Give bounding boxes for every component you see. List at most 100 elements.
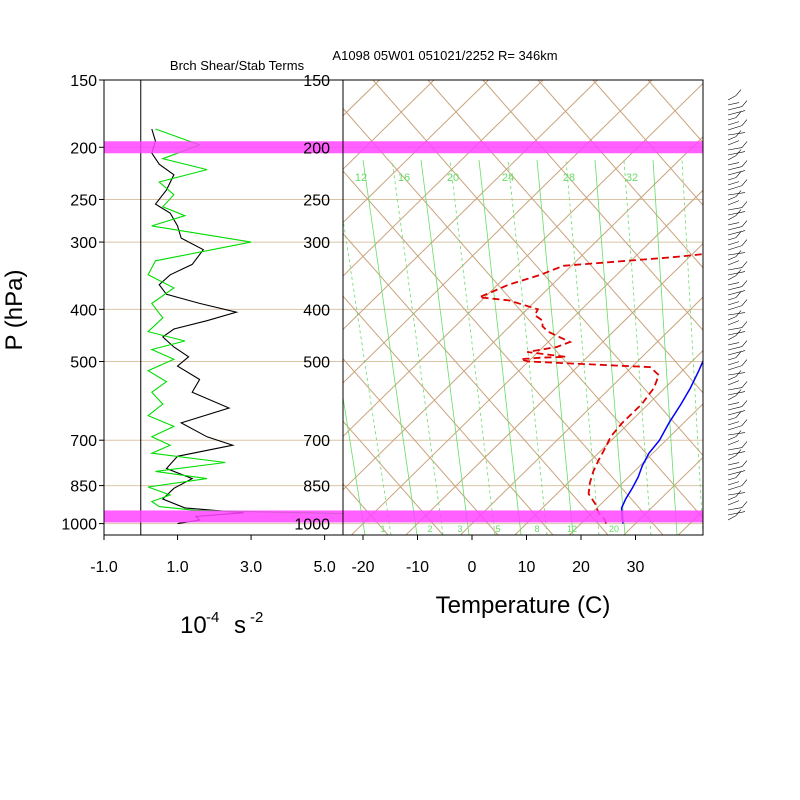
wind-barb-staff	[727, 417, 737, 421]
wind-barb-staff	[727, 271, 746, 276]
wind-barb-staff	[727, 316, 737, 321]
temp-x-tick-label: -20	[351, 559, 374, 576]
isotherm	[343, 80, 653, 384]
wind-barb-flag	[741, 220, 748, 227]
mixing-ratio-line	[449, 159, 496, 535]
wind-barb-staff	[727, 372, 746, 376]
dry-adiabat	[537, 80, 703, 269]
isotherm	[623, 456, 703, 535]
wind-barb-staff	[727, 312, 746, 316]
wind-barb-staff	[727, 447, 743, 451]
mixing-ratio-label: 20	[447, 172, 459, 184]
mixing-ratio-label: 28	[563, 172, 575, 184]
left-y-tick-label: 250	[70, 192, 97, 209]
wind-barb-staff	[727, 106, 743, 111]
wind-barb-flag	[741, 280, 748, 287]
wind-barb-flag	[735, 310, 742, 317]
dry-adiabat	[343, 420, 444, 535]
wind-barb-staff	[727, 297, 737, 301]
left-x-axis-label-base: 10	[180, 612, 207, 639]
wind-barb-staff	[727, 391, 746, 396]
dry-adiabat	[343, 295, 554, 535]
wind-barb-staff	[727, 492, 746, 496]
right-y-tick-label: 250	[303, 192, 330, 209]
wind-barb-staff	[727, 350, 746, 356]
wind-barb-flag	[735, 449, 742, 456]
wind-barb-staff	[727, 237, 737, 241]
wind-barb-staff	[727, 185, 743, 191]
wind-barb-staff	[727, 211, 746, 216]
isotherm	[733, 80, 800, 535]
wind-barb-staff	[727, 301, 740, 306]
wind-barb-flag	[735, 490, 742, 497]
temperature-profile	[620, 359, 703, 524]
right-y-tick-label: 500	[303, 355, 330, 372]
wind-barb-staff	[727, 267, 743, 271]
wind-barb-staff	[727, 290, 746, 296]
wind-barb-staff	[727, 230, 746, 236]
wind-barb-staff	[727, 140, 740, 146]
mixing-ratio-line	[343, 394, 366, 535]
wind-barb-staff	[727, 222, 740, 226]
left-x-tick-label: 1.0	[166, 559, 188, 576]
wind-barb-flag	[741, 340, 748, 347]
wind-barb-flag	[735, 351, 742, 358]
wind-barb-flag	[735, 389, 742, 396]
wind-barb-staff	[727, 357, 737, 361]
skewt-panel-frame	[342, 79, 704, 536]
wind-barb-staff	[727, 342, 740, 346]
mixing-ratio-line	[652, 159, 678, 535]
mixing-ratio-label: 12	[355, 172, 367, 184]
isotherm	[343, 136, 703, 491]
wind-barb-flag	[741, 501, 748, 508]
wind-barb-staff	[727, 406, 743, 411]
wind-barb-staff	[727, 327, 743, 331]
left-y-tick-label: 1000	[61, 517, 97, 534]
wind-barb-flag	[741, 100, 748, 107]
left-plot-area	[104, 80, 343, 535]
mixing-ratio-line	[420, 159, 470, 535]
wind-barb-staff	[727, 395, 737, 401]
wind-barb-flag	[735, 171, 742, 178]
wind-barb-staff	[727, 147, 743, 151]
wind-barb-flag	[741, 479, 748, 486]
wind-barb-staff	[727, 252, 746, 256]
wind-barbs	[727, 89, 748, 521]
wind-barb-staff	[727, 346, 743, 351]
wind-barb-flag	[741, 141, 748, 148]
mixing-ratio-line	[623, 159, 652, 535]
wind-barb-staff	[727, 95, 737, 101]
mixing-ratio-line	[478, 159, 522, 535]
highlight-band-970	[104, 510, 703, 523]
left-x-tick-label: 5.0	[313, 559, 335, 576]
wind-barb-staff	[727, 245, 743, 251]
chart-title: A1098 05W01 051021/2252 R= 346km	[332, 48, 557, 63]
isotherm	[460, 296, 703, 535]
wind-barb-flag	[735, 231, 742, 238]
wind-barb-staff	[727, 305, 743, 311]
wind-barb-staff	[727, 365, 743, 371]
wind-barb-staff	[727, 241, 740, 246]
wind-barb-flag	[735, 89, 742, 96]
wind-barb-flag	[741, 321, 748, 328]
temp-x-tick-label: 20	[572, 559, 590, 576]
wind-barb-staff	[727, 155, 737, 161]
wind-barb-staff	[727, 166, 743, 171]
stability-term-line	[146, 128, 343, 515]
wind-barb-staff	[727, 425, 743, 431]
right-y-tick-label: 200	[303, 140, 330, 157]
wind-barb-flag	[735, 329, 742, 336]
right-y-tick-label: 400	[303, 302, 330, 319]
dry-adiabat	[343, 107, 703, 519]
wind-barb-staff	[727, 402, 740, 406]
right-y-tick-label: 700	[303, 433, 330, 450]
wind-barb-flag	[741, 359, 748, 366]
wind-barb-staff	[727, 331, 746, 336]
wind-barb-staff	[727, 102, 740, 106]
wind-barb-staff	[727, 455, 737, 461]
wind-barb-staff	[727, 436, 737, 441]
dry-adiabat	[758, 80, 800, 535]
wind-barb-staff	[727, 511, 746, 516]
